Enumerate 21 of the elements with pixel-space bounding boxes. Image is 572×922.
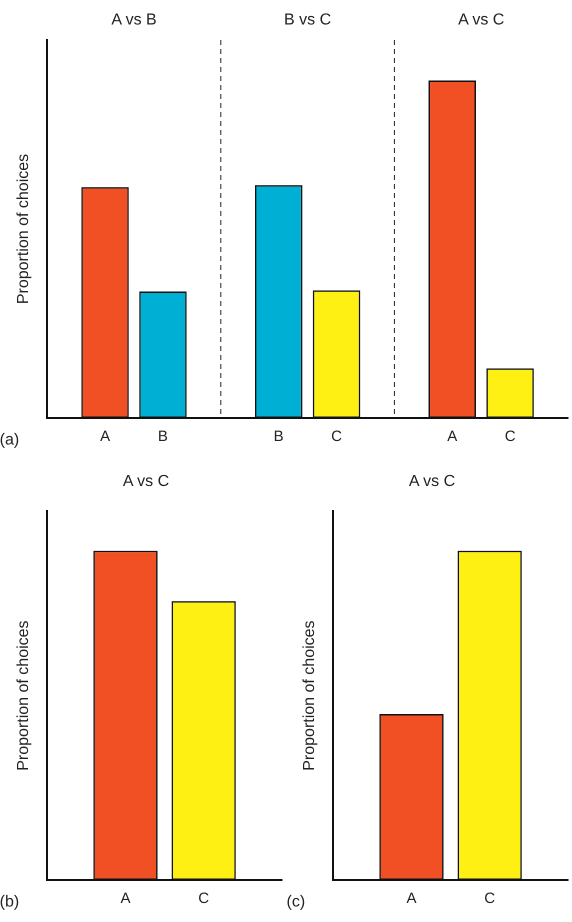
x-tick-label: C <box>331 428 342 446</box>
y-axis-title: Proportion of choices <box>15 620 32 771</box>
x-tick-label: A <box>100 428 110 446</box>
x-tick-label: B <box>158 428 168 446</box>
x-tick-label: C <box>484 890 496 908</box>
x-tick-label: A <box>406 890 416 908</box>
x-tick-label: B <box>274 428 284 446</box>
text: (b) <box>0 893 20 910</box>
chart-title: A vs C <box>122 473 170 490</box>
text: (c) <box>286 893 306 910</box>
text: A vs B <box>111 11 157 28</box>
text: (a) <box>0 431 20 448</box>
y-axis-title: Proportion of choices <box>15 154 32 304</box>
x-tick-label: A <box>120 890 130 908</box>
text: B vs C <box>284 11 332 28</box>
x-tick-label: C <box>504 428 516 446</box>
y-axis-title: Proportion of choices <box>301 620 318 771</box>
chart-title: A vs C <box>408 473 456 490</box>
text: A vs C <box>458 11 504 28</box>
x-tick-label: C <box>198 890 210 908</box>
x-tick-label: A <box>447 428 458 446</box>
